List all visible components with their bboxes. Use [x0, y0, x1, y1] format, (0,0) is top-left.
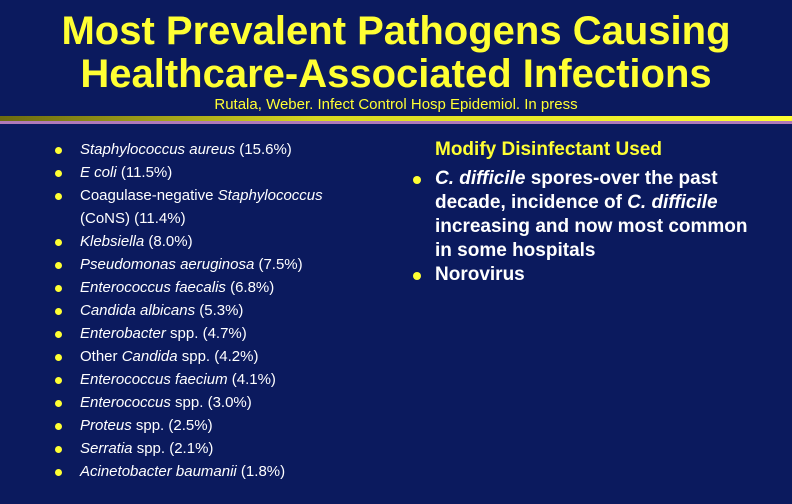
- bullet-icon: [55, 239, 62, 246]
- species: Candida albicans: [80, 302, 196, 319]
- divider-gold: [0, 116, 792, 121]
- percent: spp. (3.0%): [170, 394, 252, 411]
- species: Staphylococcus aureus: [80, 141, 236, 158]
- percent: spp. (4.7%): [165, 325, 247, 342]
- bullet-icon: [55, 170, 62, 177]
- species: Enterobacter: [80, 325, 166, 342]
- pathogen-item: Coagulase-negative Staphylococcus (CoNS)…: [55, 184, 375, 230]
- percent: spp. (2.1%): [132, 440, 214, 457]
- percent: spp. (4.2%): [177, 348, 259, 365]
- species: E coli: [80, 164, 117, 181]
- pathogen-item: Enterococcus faecalis (6.8%): [55, 276, 375, 299]
- bullet-icon: [55, 423, 62, 430]
- citation: Rutala, Weber. Infect Control Hosp Epide…: [214, 96, 578, 113]
- text: Coagulase-negative: [80, 187, 218, 204]
- text: Norovirus: [435, 264, 525, 285]
- species: C. difficile: [627, 192, 718, 213]
- species: C. difficile: [435, 168, 526, 189]
- species: Klebsiella: [80, 233, 145, 250]
- species: Enterococcus faecalis: [80, 279, 226, 296]
- bullet-icon: [413, 176, 421, 184]
- bullet-icon: [55, 331, 62, 338]
- bullet-icon: [55, 262, 62, 269]
- percent: (5.3%): [195, 302, 244, 319]
- divider-purple: [0, 121, 792, 124]
- percent: (CoNS) (11.4%): [80, 210, 186, 227]
- pathogen-item: Enterococcus spp. (3.0%): [55, 391, 375, 414]
- species: Candida: [121, 348, 178, 365]
- bullet-icon: [55, 469, 62, 476]
- pathogen-item: Candida albicans (5.3%): [55, 299, 375, 322]
- pathogen-item: Klebsiella (8.0%): [55, 230, 375, 253]
- species: Enterococcus faecium: [80, 371, 228, 388]
- percent: (15.6%): [235, 141, 292, 158]
- pathogen-item: Staphylococcus aureus (15.6%): [55, 138, 375, 161]
- text: spores-over the past decade, incidence o…: [435, 168, 718, 213]
- pathogen-item: Proteus spp. (2.5%): [55, 414, 375, 437]
- bullet-icon: [55, 400, 62, 407]
- pathogen-item: Acinetobacter baumanii (1.8%): [55, 460, 375, 483]
- percent: (6.8%): [225, 279, 275, 296]
- right-heading: Modify Disinfectant Used: [435, 139, 662, 160]
- bullet-icon: [55, 147, 62, 154]
- percent: (1.8%): [236, 463, 286, 480]
- species: Staphylococcus: [217, 187, 323, 204]
- text: Other: [80, 348, 122, 365]
- percent: (8.0%): [144, 233, 193, 250]
- pathogen-list: Staphylococcus aureus (15.6%) E coli (11.…: [55, 138, 375, 483]
- right-list: C. difficile spores-over the past decade…: [413, 167, 753, 287]
- slide-title: Most Prevalent Pathogens Causing Healthc…: [61, 9, 731, 96]
- pathogen-item: Other Candida spp. (4.2%): [55, 345, 375, 368]
- species: Serratia: [80, 440, 133, 457]
- text: increasing and now most common in some h…: [435, 216, 748, 261]
- percent: (7.5%): [254, 256, 303, 273]
- species: Acinetobacter baumanii: [80, 463, 237, 480]
- list-item: Norovirus: [413, 263, 753, 287]
- pathogen-item: Enterobacter spp. (4.7%): [55, 322, 375, 345]
- percent: (4.1%): [227, 371, 276, 388]
- species: Proteus: [80, 417, 132, 434]
- bullet-icon: [55, 446, 62, 453]
- pathogen-item: E coli (11.5%): [55, 161, 375, 184]
- bullet-icon: [55, 193, 62, 200]
- bullet-icon: [55, 354, 62, 361]
- percent: spp. (2.5%): [131, 417, 213, 434]
- bullet-icon: [55, 308, 62, 315]
- bullet-icon: [55, 377, 62, 384]
- bullet-icon: [55, 285, 62, 292]
- pathogen-item: Serratia spp. (2.1%): [55, 437, 375, 460]
- percent: (11.5%): [116, 164, 173, 181]
- bullet-icon: [413, 272, 421, 280]
- species: Pseudomonas aeruginosa: [80, 256, 255, 273]
- species: Enterococcus: [80, 394, 171, 411]
- list-item: C. difficile spores-over the past decade…: [413, 167, 753, 263]
- pathogen-item: Enterococcus faecium (4.1%): [55, 368, 375, 391]
- pathogen-item: Pseudomonas aeruginosa (7.5%): [55, 253, 375, 276]
